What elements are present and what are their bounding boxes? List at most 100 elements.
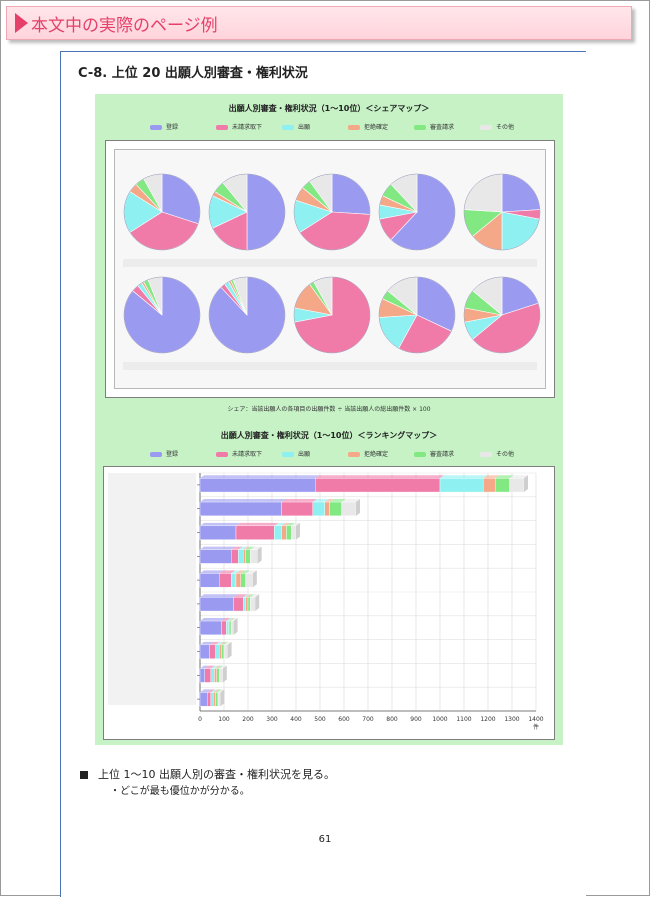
legend-label: 未請求取下 — [232, 124, 263, 131]
triangle-arrow-icon — [15, 13, 28, 33]
bar-segment — [230, 620, 234, 636]
bar-segment-top — [233, 594, 248, 598]
bar-segment-top — [231, 570, 240, 574]
share-chart-plot-area — [114, 149, 546, 389]
pie-outline — [378, 173, 456, 251]
legend-item: 未請求取下 — [216, 449, 262, 458]
pie-chart — [293, 173, 371, 251]
bar-segment-top — [200, 689, 212, 693]
header-bar: 本文中の実際のページ例 — [6, 6, 632, 40]
bar-segment — [217, 692, 221, 707]
bar-segment-top — [240, 570, 250, 574]
pie-outline — [123, 276, 201, 354]
pie-row-shadow — [123, 259, 537, 267]
pie-outline — [208, 173, 286, 251]
bar-segment-top — [248, 594, 255, 598]
bar-segment-top — [204, 665, 215, 669]
bar-segment — [199, 501, 282, 517]
legend-item: 出願 — [282, 122, 310, 131]
bar-segment — [250, 549, 258, 564]
bar-segment — [218, 573, 232, 588]
bar-segment — [199, 478, 316, 493]
bar-segment-top — [219, 570, 236, 574]
bar-segment — [233, 597, 244, 612]
bar-segment — [324, 501, 330, 517]
bar-segment — [242, 549, 246, 564]
pie-outline — [463, 173, 541, 251]
pie-chart — [378, 173, 456, 251]
pie-chart — [293, 276, 371, 354]
bar-row — [199, 594, 260, 612]
pie-chart — [208, 276, 286, 354]
bar-segment — [209, 644, 216, 659]
bar-row — [199, 570, 257, 588]
ranking-chart-frame: 0 100 200 300 400 500 600 700 800 900 1000 1100 1200… — [103, 466, 555, 740]
bar-segment-top — [214, 665, 221, 669]
bar-segment-top — [210, 689, 218, 693]
x-tick-label: 500 — [314, 716, 326, 723]
legend-swatch — [414, 452, 426, 457]
legend-swatch — [348, 452, 360, 457]
bar-segment-top — [230, 618, 236, 622]
bar-segment-side — [255, 594, 260, 612]
bar-segment — [210, 668, 215, 683]
bar-segment — [274, 525, 282, 540]
bar-segment-top — [312, 499, 329, 503]
legend-label: 審査請求 — [430, 124, 455, 131]
bar-segment — [238, 549, 244, 564]
ranking-chart-legend: 登録 未請求取下 出願 拒絶確定 審査請求 その他 — [150, 449, 550, 459]
bar-segment-top — [218, 689, 225, 693]
bar-segment — [221, 644, 225, 659]
sub-text: ・どこが最も優位かが分かる。 — [110, 786, 250, 797]
bar-segment-side — [524, 475, 528, 493]
bar-segment — [242, 597, 246, 612]
x-tick-label: 100 — [218, 716, 230, 723]
bar-segment-top — [236, 570, 245, 574]
chart-panel: 出願人別審査・権利状況（1～10位）＜シェアマップ＞ 登録 未請求取下 出願 拒絶確定… — [95, 94, 563, 745]
share-chart-legend: 登録 未請求取下 出願 拒絶確定 審査請求 その他 — [150, 122, 550, 132]
bar-segment — [218, 644, 222, 659]
bar-segment-top — [440, 475, 488, 479]
x-tick-label: 600 — [338, 716, 350, 723]
bar-segment — [281, 525, 287, 540]
bar-segment-top — [286, 522, 296, 526]
bar-segment-top — [219, 665, 227, 669]
bar-segment-side — [252, 570, 257, 588]
legend-swatch — [282, 452, 294, 457]
pie-outline — [293, 276, 371, 354]
bar-segment — [215, 644, 220, 659]
bar-segment — [312, 501, 326, 517]
x-tick-label: 0 — [198, 716, 202, 723]
bar-segment-top — [236, 522, 279, 526]
legend-swatch — [480, 452, 492, 457]
bar-segment-side — [227, 641, 232, 659]
legend-item: その他 — [480, 449, 514, 458]
bar-segment-top — [281, 499, 317, 503]
pie-slice — [246, 173, 286, 251]
bar-segment — [495, 478, 510, 493]
legend-swatch — [216, 452, 228, 457]
bar-segment — [230, 573, 237, 588]
bar-segment-top — [341, 499, 360, 503]
legend-label: その他 — [496, 124, 515, 131]
x-tick-label: 1000 — [432, 716, 447, 723]
bar-row — [199, 641, 232, 659]
legend-item: 出願 — [282, 449, 310, 458]
bar-segment-side — [296, 522, 300, 540]
x-axis-unit: 件 — [533, 723, 539, 731]
legend-label: 出願 — [298, 124, 311, 131]
bar-segment-top — [200, 499, 286, 503]
bar-segment-top — [215, 689, 222, 693]
bar-segment — [199, 620, 222, 636]
bar-segment-top — [245, 570, 257, 574]
bar-segment-top — [210, 665, 219, 669]
bar-row — [199, 665, 227, 683]
bar-segment — [245, 573, 254, 588]
bar-segment-top — [215, 641, 224, 645]
bar-segment — [199, 549, 232, 564]
pie-chart — [123, 276, 201, 354]
bar-row — [199, 546, 262, 564]
bar-segment-top — [207, 689, 215, 693]
bar-segment-top — [324, 499, 334, 503]
bar-segment — [226, 620, 230, 636]
